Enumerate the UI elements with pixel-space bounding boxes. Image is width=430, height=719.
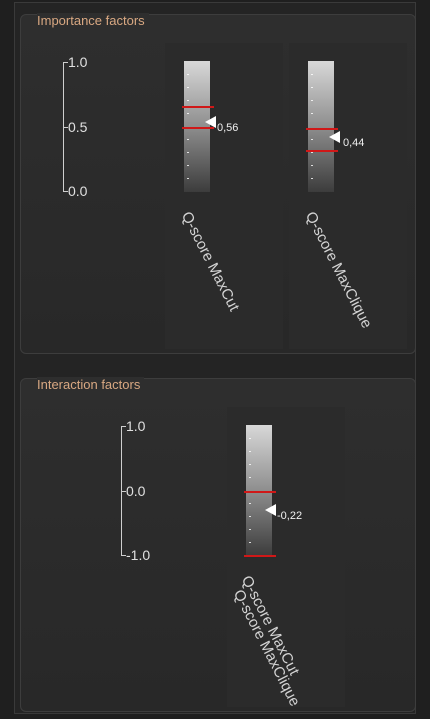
axis-label-bottom: 0.0 [68,183,88,199]
factor-value: -0,22 [277,510,303,522]
panel-title: Interaction factors [37,377,145,393]
factor-column-maxclique: 0,44 Q-score MaxClique [289,43,407,349]
axis-label-bottom: -1.0 [126,547,151,563]
value-marker-icon[interactable] [329,131,340,143]
factor-label: Q-score MaxCut [177,209,243,315]
factor-column-maxcut: 0,56 Q-score MaxCut [165,43,283,349]
factor-label: Q-score MaxClique [301,209,376,332]
axis-label-top: 1.0 [68,54,88,70]
range-lower-line [182,127,214,129]
factor-slider-maxclique[interactable] [308,61,334,192]
range-upper-line [306,128,338,130]
value-marker-icon[interactable] [265,504,276,516]
factor-column-interaction: -0,22 Q-score MaxCut Q-score MaxClique [227,407,345,709]
interaction-factors-panel: Interaction factors 1.0 0.0 -1.0 -0,22 Q… [20,377,416,712]
factor-slider-interaction[interactable] [246,425,272,556]
axis-label-mid: 0.0 [126,483,146,499]
factor-value: 0,56 [217,122,239,134]
range-upper-line [182,106,214,108]
value-marker-icon[interactable] [205,116,216,128]
axis-label-top: 1.0 [126,418,146,434]
range-lower-line [306,150,338,152]
range-lower-line [244,555,276,557]
importance-factors-panel: Importance factors 1.0 0.5 0.0 0,56 Q-sc… [20,13,416,354]
range-upper-line [244,491,276,493]
axis-label-mid: 0.5 [68,119,88,135]
panel-title: Importance factors [37,13,149,29]
factor-value: 0,44 [343,137,365,149]
